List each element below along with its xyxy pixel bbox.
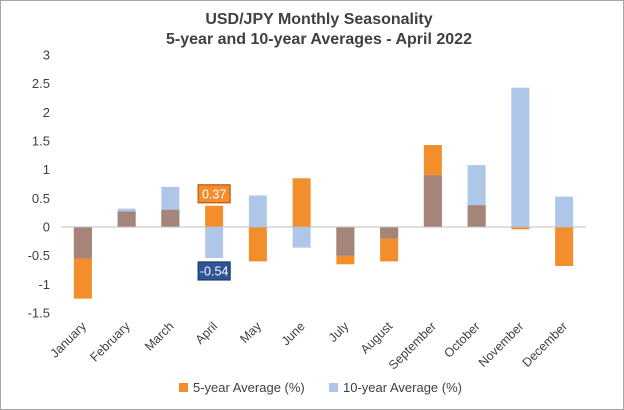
bar-5-year-average-december (555, 227, 574, 266)
x-tick-label: March (142, 319, 176, 353)
legend-label: 5-year Average (%) (193, 380, 305, 395)
bar-10-year-average-june (292, 227, 311, 248)
x-tick-label: November (476, 319, 527, 370)
bar-10-year-average-may (248, 195, 267, 227)
x-tick-label: April (193, 319, 221, 347)
bar-overlap-august (380, 227, 399, 239)
data-callouts: 0.37 -0.54 (197, 184, 231, 281)
y-axis: -1.5 -1 -0.5 0 0.5 1 1.5 2 2.5 3 (28, 48, 50, 321)
y-tick-label: -0.5 (28, 248, 50, 263)
bar-5-year-average-may (248, 227, 267, 262)
x-tick-label: June (279, 319, 308, 348)
bar-overlap-february (117, 211, 136, 227)
x-tick-label: September (386, 319, 439, 372)
callout-label: -0.54 (200, 264, 229, 278)
bar-10-year-average-april (205, 227, 224, 258)
y-tick-label: 2.5 (32, 76, 50, 91)
x-tick-label: July (326, 319, 352, 345)
chart-subtitle: 5-year and 10-year Averages - April 2022 (166, 31, 472, 48)
x-tick-label: October (441, 319, 482, 360)
y-tick-label: 3 (43, 48, 50, 63)
x-tick-label: December (520, 319, 571, 370)
legend-label: 10-year Average (%) (343, 380, 462, 395)
bar-10-year-average-november (511, 87, 530, 228)
y-tick-label: 2 (43, 105, 50, 120)
bar-5-year-average-april (205, 205, 224, 227)
chart-title: USD/JPY Monthly Seasonality (205, 11, 432, 28)
bar-10-year-average-december (555, 196, 574, 227)
callout-box (197, 261, 231, 281)
bars (73, 87, 574, 299)
bar-5-year-average-june (292, 178, 311, 227)
callout-box (197, 184, 231, 204)
bar-overlap-september (423, 175, 442, 227)
bar-overlap-march (161, 209, 180, 227)
legend-swatch-10-year-average (329, 383, 338, 392)
callout-label: 0.37 (202, 187, 226, 201)
y-tick-label: 1 (43, 162, 50, 177)
bar-overlap-july (336, 227, 355, 256)
bar-overlap-october (467, 205, 486, 227)
x-tick-label: August (358, 319, 396, 357)
y-tick-label: -1.5 (28, 306, 50, 321)
legend-swatch-5-year-average (179, 383, 188, 392)
y-tick-label: 0 (43, 220, 50, 235)
y-tick-label: -1 (38, 277, 50, 292)
bar-5-year-average-november (511, 227, 530, 230)
y-tick-label: 0.5 (32, 191, 50, 206)
legend: 5-year Average (%) 10-year Average (%) (179, 380, 462, 395)
x-tick-label: February (87, 319, 133, 365)
y-tick-label: 1.5 (32, 134, 50, 149)
bar-overlap-january (73, 227, 92, 259)
x-tick-label: January (48, 319, 90, 361)
x-tick-label: May (237, 319, 264, 346)
